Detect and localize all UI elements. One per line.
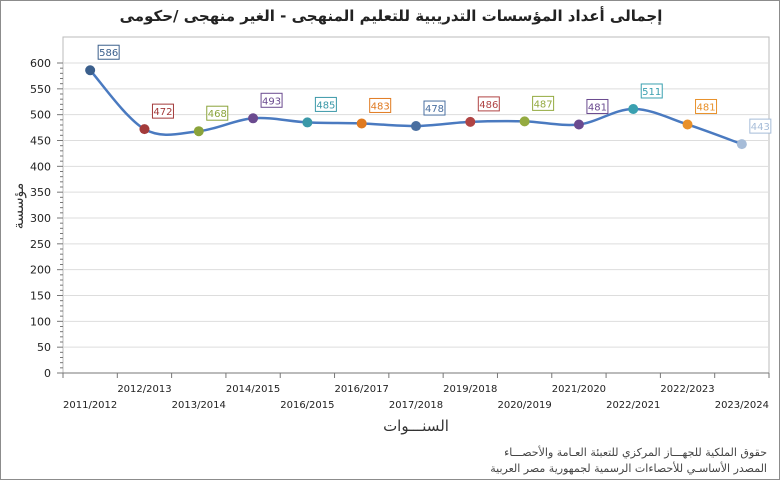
x-tick-label: 2011/2012: [63, 400, 117, 411]
x-tick-label: 2021/2020: [552, 384, 606, 395]
data-label: 485: [316, 100, 335, 111]
data-point: [248, 113, 259, 124]
data-label-box: [586, 98, 609, 114]
data-label-box: [97, 44, 120, 60]
data-label-box: [423, 100, 446, 116]
data-label-box: [695, 98, 718, 114]
credits: حقوق الملكية للجهـــاز المركزي للتعبئة ا…: [490, 445, 767, 477]
data-point: [139, 124, 150, 135]
y-tick-label: 50: [37, 341, 51, 354]
y-tick-label: 400: [30, 160, 51, 173]
x-tick-label: 2016/2015: [280, 400, 334, 411]
data-label-box: [369, 97, 392, 113]
data-point: [411, 121, 421, 132]
data-label: 511: [642, 87, 661, 98]
data-label-box: [532, 95, 555, 111]
credits-line-2: المصدر الأساسـي للأحصاءات الرسمية لجمهور…: [490, 462, 767, 475]
x-tick-label: 2012/2013: [117, 384, 171, 395]
x-tick-label: 2013/2014: [172, 400, 226, 411]
x-tick-label: 2020/2019: [497, 400, 551, 411]
x-tick-label: 2014/2015: [226, 384, 280, 395]
y-tick-label: 300: [30, 212, 51, 225]
data-label: 586: [99, 48, 118, 59]
data-point: [193, 126, 204, 137]
data-point: [519, 116, 530, 127]
data-label: 481: [588, 102, 607, 113]
data-point: [302, 117, 313, 128]
y-tick-label: 250: [30, 238, 51, 251]
y-tick-label: 200: [30, 264, 51, 277]
credits-line-1: حقوق الملكية للجهـــاز المركزي للتعبئة ا…: [504, 446, 767, 459]
y-tick-label: 100: [30, 315, 51, 328]
y-tick-label: 450: [30, 135, 51, 148]
y-tick-label: 350: [30, 186, 51, 199]
data-label-box: [640, 83, 663, 99]
data-label-box: [749, 118, 772, 134]
data-label: 493: [262, 96, 281, 107]
y-tick-label: 600: [30, 57, 51, 70]
data-point: [85, 65, 96, 76]
y-tick-label: 0: [44, 367, 51, 380]
line-chart: 0 50 100 150 200 250 300 350 400 450 500 550 600 2011…: [11, 36, 772, 435]
data-label: 487: [534, 99, 553, 110]
chart-title: إجمالى أعداد المؤسسات التدريبية للتعليم …: [119, 7, 663, 25]
data-point: [628, 103, 639, 114]
x-tick-label: 2022/2021: [606, 400, 660, 411]
x-axis-title: السنـــوات: [383, 417, 449, 435]
data-label: 478: [425, 104, 444, 115]
x-tick-label: 2019/2018: [443, 384, 497, 395]
y-tick-label: 500: [30, 109, 51, 122]
data-label-box: [260, 92, 283, 108]
data-label: 486: [479, 100, 498, 111]
data-label-box: [151, 103, 174, 119]
data-point: [573, 119, 584, 130]
y-axis-title: مؤسسة: [11, 183, 27, 229]
data-label-box: [477, 96, 500, 112]
data-point: [465, 116, 476, 127]
data-label: 443: [751, 122, 770, 133]
data-point: [356, 118, 367, 129]
y-tick-label: 550: [30, 83, 51, 96]
x-tick-label: 2017/2018: [389, 400, 443, 411]
y-tick-label: 150: [30, 290, 51, 303]
data-label-box: [314, 96, 337, 112]
data-label: 481: [696, 102, 715, 113]
data-point: [682, 119, 693, 130]
x-tick-label: 2023/2024: [715, 400, 769, 411]
data-label: 472: [153, 107, 172, 118]
data-label-box: [206, 105, 229, 121]
plot-area: [62, 36, 770, 374]
x-tick-label: 2022/2023: [660, 384, 714, 395]
data-label: 468: [208, 109, 227, 120]
data-point: [736, 139, 747, 150]
x-tick-label: 2016/2017: [335, 384, 389, 395]
data-label: 483: [371, 101, 390, 112]
